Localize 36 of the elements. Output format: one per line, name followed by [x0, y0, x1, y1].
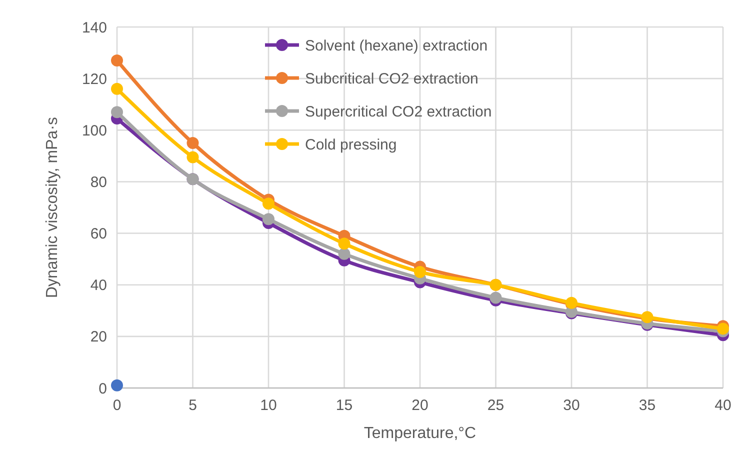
x-tick-label: 20 — [412, 397, 428, 414]
x-tick-label: 15 — [336, 397, 353, 414]
y-tick-label: 0 — [98, 380, 107, 398]
point — [111, 54, 123, 67]
y-tick-label: 140 — [82, 19, 107, 36]
point — [338, 248, 350, 260]
legend-label: Solvent (hexane) extraction — [305, 37, 488, 54]
legend-label: Cold pressing — [305, 136, 397, 154]
point — [111, 82, 123, 95]
point — [717, 322, 729, 335]
x-tick-label: 30 — [563, 397, 580, 414]
point — [414, 266, 426, 278]
legend-label: Supercritical CO2 extraction — [305, 103, 492, 120]
x-tick-label: 5 — [188, 397, 197, 414]
point — [111, 106, 123, 118]
x-tick-label: 40 — [714, 397, 732, 414]
point — [490, 292, 502, 304]
point — [186, 151, 199, 164]
point — [262, 198, 274, 210]
x-tick-label: 25 — [487, 397, 504, 414]
y-axis-title: Dynamic viscosity, mPa·s — [44, 116, 61, 298]
y-tick-label: 100 — [82, 122, 107, 140]
y-tick-label: 60 — [90, 226, 107, 243]
y-tick-label: 120 — [82, 70, 107, 88]
point — [186, 137, 199, 150]
y-tick-label: 80 — [90, 174, 107, 191]
x-tick-label: 35 — [638, 397, 656, 414]
x-tick-label: 0 — [112, 397, 122, 414]
point — [338, 238, 350, 250]
x-axis-title: Temperature,°C — [364, 425, 476, 442]
x-tick-label: 10 — [260, 397, 277, 414]
point — [111, 379, 123, 392]
y-tick-label: 20 — [90, 328, 107, 346]
legend-label: Subcritical CO2 extraction — [305, 70, 478, 88]
y-tick-label: 40 — [90, 277, 107, 294]
point — [262, 213, 274, 226]
